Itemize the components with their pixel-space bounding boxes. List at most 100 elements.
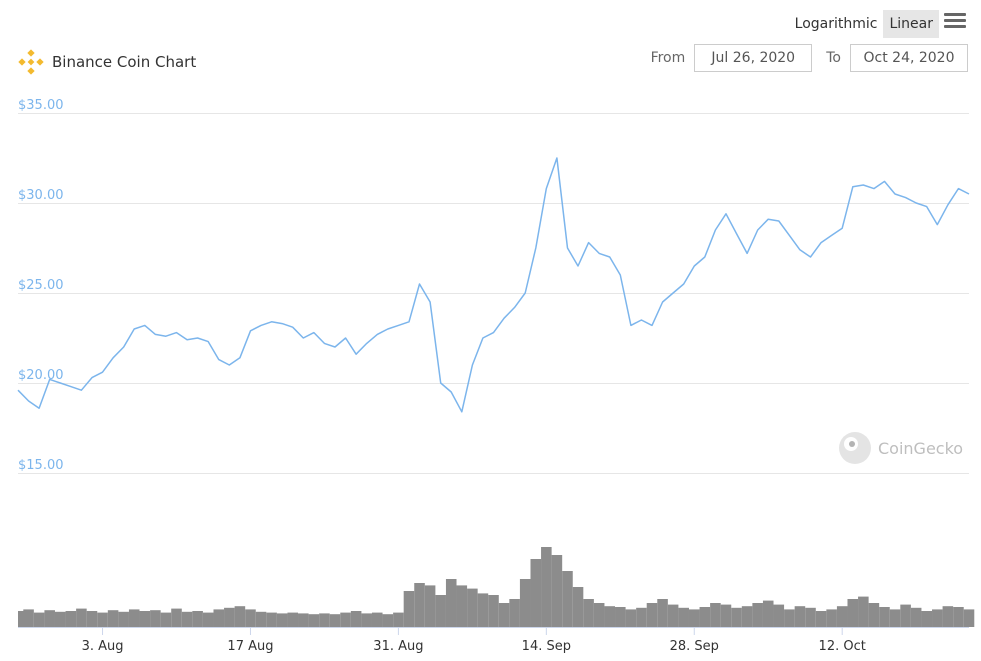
volume-bar (836, 606, 848, 627)
volume-bar (44, 610, 55, 627)
to-label: To (826, 50, 841, 66)
volume-bar (361, 613, 372, 627)
volume-bar (615, 607, 626, 627)
chart-header: Binance Coin Chart (18, 49, 196, 75)
volume-bar (65, 611, 77, 627)
y-tick-label: $15.00 (18, 458, 64, 473)
volume-bar (710, 603, 721, 627)
volume-bar (139, 611, 151, 627)
volume-bar (625, 609, 637, 627)
volume-bar (932, 609, 943, 627)
volume-bar (572, 587, 584, 627)
date-range: From Jul 26, 2020 To Oct 24, 2020 (651, 44, 968, 72)
volume-bar (562, 571, 573, 627)
binance-logo-icon (18, 49, 44, 75)
x-tick-label: 31. Aug (373, 639, 423, 654)
volume-bar (33, 612, 45, 627)
volume-bar (773, 604, 785, 627)
x-tick-label: 17 Aug (227, 639, 273, 654)
volume-bar (593, 603, 605, 627)
volume-bar (255, 611, 267, 627)
x-tick-label: 3. Aug (82, 639, 124, 654)
volume-bar (213, 609, 225, 627)
volume-bar (192, 611, 203, 627)
volume-bar (858, 596, 869, 627)
volume-bar (287, 612, 299, 627)
x-axis: 3. Aug 17 Aug 31. Aug 14. Sep 28. Sep 12. Oct (18, 627, 969, 654)
volume-bar (889, 609, 901, 627)
volume-bar (414, 583, 425, 627)
linear-button[interactable]: Linear (883, 10, 939, 38)
logarithmic-button[interactable]: Logarithmic (794, 16, 878, 32)
volume-bar (371, 612, 383, 627)
volume-bar (382, 614, 394, 627)
volume-bar (445, 579, 457, 627)
watermark-text: CoinGecko (878, 439, 963, 458)
volume-bar (731, 607, 742, 627)
volume-bar (509, 599, 520, 627)
from-label: From (650, 50, 686, 66)
volume-bar (76, 608, 87, 627)
y-tick-label: $25.00 (18, 278, 64, 293)
volume-bar (541, 547, 552, 627)
volume-bar (245, 609, 256, 627)
volume-bar (276, 613, 288, 627)
volume-bar (953, 607, 964, 627)
volume-bar (160, 612, 172, 627)
volume-bar (910, 607, 922, 627)
volume-bar (118, 611, 129, 627)
hamburger-menu-icon[interactable] (944, 13, 966, 29)
volume-bar (393, 612, 404, 627)
volume-bar (202, 612, 214, 627)
volume-bar (921, 611, 933, 627)
volume-bar (350, 611, 362, 627)
volume-bar (86, 611, 98, 627)
volume-bar (424, 585, 436, 627)
volume-bar (688, 609, 700, 627)
volume-bar (741, 606, 753, 627)
volume-bar (942, 606, 954, 627)
grid (18, 113, 969, 474)
y-tick-label: $20.00 (18, 368, 64, 383)
volume-bar (266, 612, 277, 627)
y-tick-label: $35.00 (18, 98, 64, 113)
volume-bar (879, 607, 890, 627)
chart-title: Binance Coin Chart (52, 53, 197, 71)
volume-bar (319, 613, 330, 627)
volume-bar (699, 607, 711, 627)
volume-bar (107, 610, 119, 627)
volume-bar (181, 611, 193, 627)
volume-bar (54, 611, 66, 627)
volume-bar (794, 606, 806, 627)
volume-bar (488, 595, 499, 627)
volume-bar (784, 609, 795, 627)
scale-toggle: Logarithmic Linear (789, 10, 939, 38)
volume-bar (477, 593, 489, 627)
volume-bar (150, 610, 161, 627)
volume-bar (530, 559, 542, 627)
volume-bar (815, 611, 827, 627)
y-tick-label: $30.00 (18, 188, 64, 203)
volume-bar (519, 579, 531, 627)
y-axis: $15.00 $20.00 $25.00 $30.00 $35.00 (18, 98, 64, 473)
volume-bar (340, 612, 351, 627)
from-date-input[interactable]: Jul 26, 2020 (694, 44, 813, 72)
volume-bar (583, 599, 594, 627)
volume-bar (678, 607, 689, 627)
volume-bar (604, 606, 616, 627)
volume-bar (847, 599, 859, 627)
price-line (17, 157, 970, 413)
volume-bar (762, 600, 774, 627)
volume-bar (551, 555, 563, 627)
volume-bar (128, 609, 140, 627)
volume-bar (646, 603, 658, 627)
volume-bar (456, 585, 468, 627)
x-tick-label: 14. Sep (522, 639, 571, 654)
volume-bar (805, 607, 816, 627)
volume-bar (234, 606, 246, 627)
volume-bar (667, 604, 679, 627)
volume-bar (467, 588, 478, 627)
to-date-input[interactable]: Oct 24, 2020 (850, 44, 968, 72)
volume-bar (224, 607, 235, 627)
